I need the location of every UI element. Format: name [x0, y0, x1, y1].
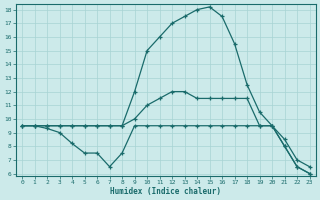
X-axis label: Humidex (Indice chaleur): Humidex (Indice chaleur)	[110, 187, 221, 196]
